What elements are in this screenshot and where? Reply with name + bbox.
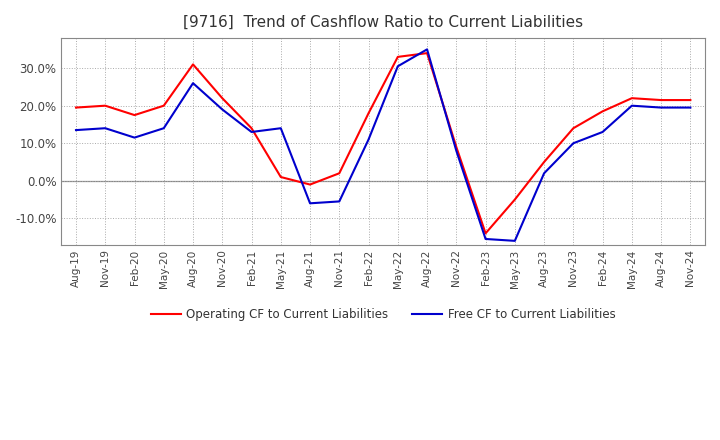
Operating CF to Current Liabilities bbox=[276, 174, 285, 180]
Operating CF to Current Liabilities bbox=[598, 109, 607, 114]
Free CF to Current Liabilities bbox=[101, 125, 109, 131]
Free CF to Current Liabilities bbox=[306, 201, 315, 206]
Free CF to Current Liabilities bbox=[657, 105, 665, 110]
Free CF to Current Liabilities bbox=[247, 129, 256, 135]
Operating CF to Current Liabilities bbox=[510, 197, 519, 202]
Operating CF to Current Liabilities bbox=[628, 95, 636, 101]
Free CF to Current Liabilities bbox=[686, 105, 695, 110]
Operating CF to Current Liabilities bbox=[130, 113, 139, 118]
Operating CF to Current Liabilities bbox=[72, 105, 81, 110]
Free CF to Current Liabilities bbox=[394, 64, 402, 69]
Free CF to Current Liabilities bbox=[72, 128, 81, 133]
Free CF to Current Liabilities bbox=[628, 103, 636, 108]
Operating CF to Current Liabilities bbox=[335, 171, 343, 176]
Free CF to Current Liabilities bbox=[452, 148, 461, 154]
Operating CF to Current Liabilities bbox=[189, 62, 197, 67]
Free CF to Current Liabilities bbox=[335, 199, 343, 204]
Title: [9716]  Trend of Cashflow Ratio to Current Liabilities: [9716] Trend of Cashflow Ratio to Curren… bbox=[183, 15, 583, 30]
Operating CF to Current Liabilities bbox=[569, 125, 577, 131]
Free CF to Current Liabilities bbox=[423, 47, 431, 52]
Operating CF to Current Liabilities bbox=[306, 182, 315, 187]
Operating CF to Current Liabilities bbox=[686, 97, 695, 103]
Free CF to Current Liabilities bbox=[276, 125, 285, 131]
Line: Operating CF to Current Liabilities: Operating CF to Current Liabilities bbox=[76, 53, 690, 233]
Free CF to Current Liabilities bbox=[218, 107, 227, 112]
Operating CF to Current Liabilities bbox=[540, 159, 549, 165]
Free CF to Current Liabilities bbox=[569, 141, 577, 146]
Operating CF to Current Liabilities bbox=[101, 103, 109, 108]
Free CF to Current Liabilities bbox=[189, 81, 197, 86]
Free CF to Current Liabilities bbox=[130, 135, 139, 140]
Free CF to Current Liabilities bbox=[598, 129, 607, 135]
Line: Free CF to Current Liabilities: Free CF to Current Liabilities bbox=[76, 49, 690, 241]
Operating CF to Current Liabilities bbox=[159, 103, 168, 108]
Operating CF to Current Liabilities bbox=[394, 54, 402, 59]
Operating CF to Current Liabilities bbox=[423, 51, 431, 56]
Operating CF to Current Liabilities bbox=[364, 110, 373, 116]
Operating CF to Current Liabilities bbox=[247, 125, 256, 131]
Legend: Operating CF to Current Liabilities, Free CF to Current Liabilities: Operating CF to Current Liabilities, Fre… bbox=[146, 303, 620, 326]
Operating CF to Current Liabilities bbox=[481, 231, 490, 236]
Operating CF to Current Liabilities bbox=[452, 144, 461, 150]
Free CF to Current Liabilities bbox=[481, 236, 490, 242]
Operating CF to Current Liabilities bbox=[218, 95, 227, 101]
Operating CF to Current Liabilities bbox=[657, 97, 665, 103]
Free CF to Current Liabilities bbox=[159, 125, 168, 131]
Free CF to Current Liabilities bbox=[364, 137, 373, 142]
Free CF to Current Liabilities bbox=[510, 238, 519, 243]
Free CF to Current Liabilities bbox=[540, 171, 549, 176]
